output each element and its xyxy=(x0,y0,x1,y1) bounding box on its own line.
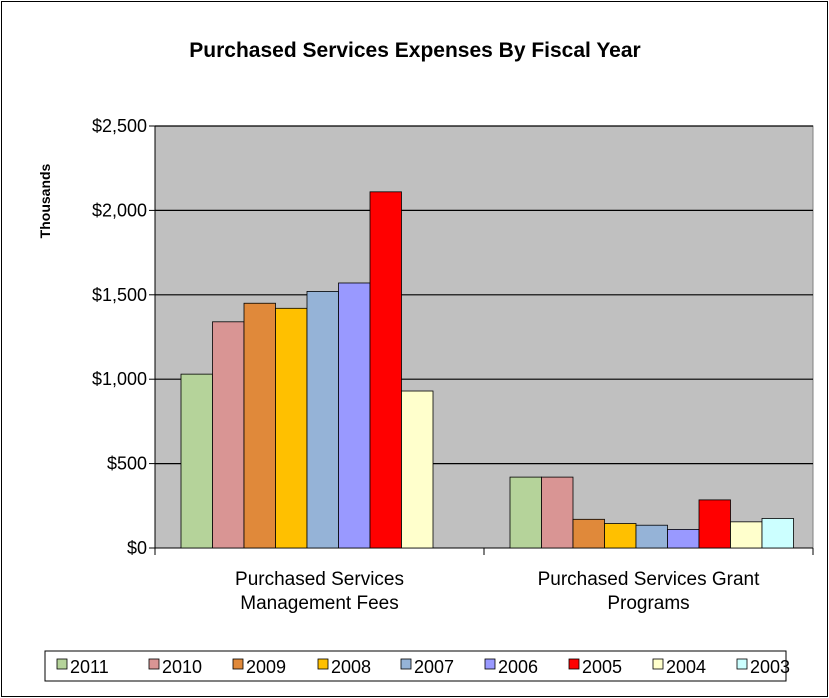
legend-swatch-2003 xyxy=(736,658,748,670)
bar-2011 xyxy=(509,476,542,549)
x-category-label: Purchased Services xyxy=(235,569,404,590)
bar-2005 xyxy=(369,191,402,549)
y-tick-label: $0 xyxy=(127,538,147,558)
legend-label-2009: 2009 xyxy=(246,657,286,677)
legend-swatch-2011 xyxy=(56,658,68,670)
bar-2009 xyxy=(572,518,605,549)
bar-2004 xyxy=(730,521,763,549)
bar-2007 xyxy=(306,291,339,549)
legend-swatch-2010 xyxy=(148,658,160,670)
bar-2005 xyxy=(698,499,731,549)
bar-2006 xyxy=(338,282,371,549)
bar-2007 xyxy=(635,524,668,549)
legend-swatch-2009 xyxy=(232,658,244,670)
legend-label-2005: 2005 xyxy=(582,657,622,677)
legend-label-2010: 2010 xyxy=(162,657,202,677)
x-category-label: Programs xyxy=(607,593,689,614)
legend-label-2004: 2004 xyxy=(666,657,706,677)
bar-2003 xyxy=(761,518,794,549)
x-category-label: Management Fees xyxy=(240,593,398,614)
y-tick-label: $1,500 xyxy=(92,285,147,305)
legend-swatch-2006 xyxy=(484,658,496,670)
chart-title: Purchased Services Expenses By Fiscal Ye… xyxy=(189,39,640,62)
y-tick-label: $1,000 xyxy=(92,369,147,389)
bar-2008 xyxy=(275,307,308,549)
legend-swatch-2008 xyxy=(317,658,329,670)
bar-2008 xyxy=(604,523,637,549)
legend-label-2003: 2003 xyxy=(750,657,790,677)
bar-2011 xyxy=(180,373,213,549)
legend-label-2011: 2011 xyxy=(70,657,109,677)
y-tick-label: $2,500 xyxy=(92,116,147,136)
bar-2010 xyxy=(541,476,574,549)
bar-2010 xyxy=(212,321,245,549)
x-category-label: Purchased Services Grant xyxy=(538,569,760,590)
legend-swatch-2007 xyxy=(400,658,412,670)
y-axis-label: Thousands xyxy=(37,163,53,238)
y-tick-label: $500 xyxy=(107,454,147,474)
bar-2006 xyxy=(667,529,700,549)
legend-label-2006: 2006 xyxy=(498,657,538,677)
legend-label-2008: 2008 xyxy=(331,657,371,677)
legend-swatch-2004 xyxy=(652,658,664,670)
legend-swatch-2005 xyxy=(568,658,580,670)
legend-label-2007: 2007 xyxy=(414,657,454,677)
y-tick-label: $2,000 xyxy=(92,200,147,220)
bar-2009 xyxy=(243,302,276,549)
plot-area: $0 $500 $1,000 $1,500 $2,000 $2,500 Purchased … xyxy=(44,116,814,682)
bar-2004 xyxy=(401,390,434,549)
